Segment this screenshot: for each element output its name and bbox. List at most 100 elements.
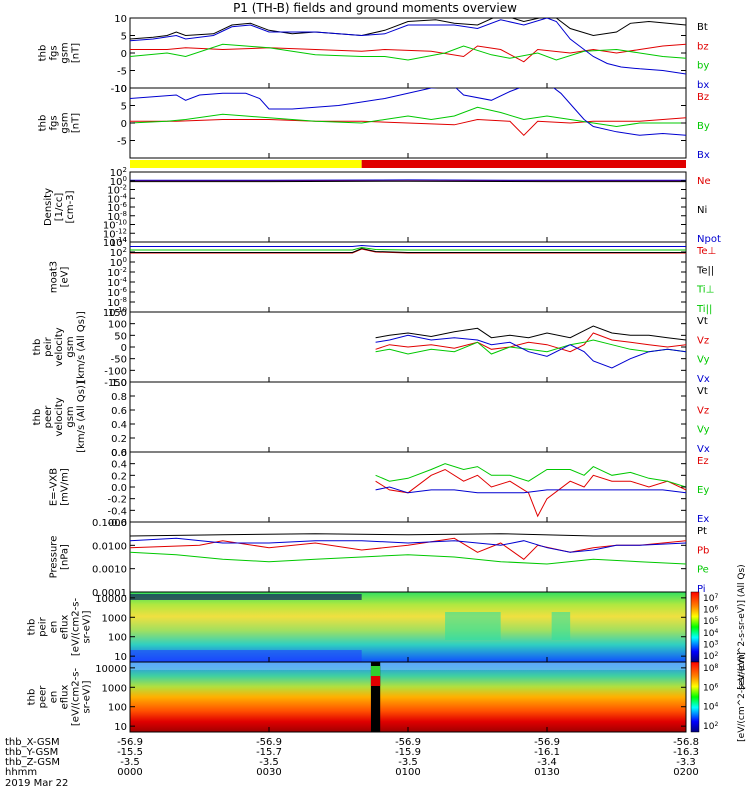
y-tick-label: 0.6 <box>111 406 127 417</box>
y-tick-label: 10-8 <box>107 296 127 309</box>
y-tick-label: 0 <box>121 343 127 354</box>
legend-Ni: Ni <box>697 205 707 216</box>
y-tick-label: 50 <box>114 331 127 342</box>
y-tick-label: -5 <box>117 67 127 78</box>
y-tick-label: 10-10 <box>103 306 127 319</box>
y-axis-label: velocity <box>54 397 65 436</box>
y-tick-label: 100 <box>108 703 127 714</box>
legend-Vz: Vz <box>697 405 709 416</box>
y-axis-label: sr-eV)] <box>82 680 93 713</box>
y-axis-label: [nT] <box>71 43 82 63</box>
electron-top-band <box>130 662 686 670</box>
y-tick-label: 0.6 <box>111 448 127 459</box>
y-axis-label: gsm <box>65 406 76 427</box>
y-axis-label: peir <box>43 336 54 356</box>
legend-by: by <box>697 61 709 72</box>
legend-By: By <box>697 121 710 132</box>
series-Pe <box>130 551 686 565</box>
series-Ti|| <box>130 244 686 247</box>
legend-Bz: Bz <box>697 92 709 103</box>
series-Te|| <box>130 247 686 253</box>
y-tick-label: -10 <box>111 84 127 95</box>
y-tick-label: 0.0100 <box>92 541 127 552</box>
panel-7: 0.60.40.20.0-0.2-0.4-0.6E=-VXB [mV/m]EzEy… <box>49 448 710 529</box>
colorbar-tick-label: 106 <box>703 682 718 693</box>
y-tick-label: 102 <box>110 246 127 259</box>
axis-row-value: -56.8 <box>673 737 699 748</box>
legend-Ex: Ex <box>697 514 709 525</box>
colorbar-tick-label: 107 <box>703 593 718 604</box>
legend-Vy: Vy <box>697 355 710 366</box>
y-tick-label: 0.4 <box>111 460 127 471</box>
y-axis-label: fgs <box>49 115 60 130</box>
panel-frame <box>129 17 687 89</box>
colorbar-scale <box>690 661 700 733</box>
legend-Pb: Pb <box>697 545 709 556</box>
axis-row-value: 0000 <box>117 767 142 778</box>
panel-frame <box>129 171 687 243</box>
y-tick-label: 5 <box>121 102 127 113</box>
y-axis-label: gsm <box>60 42 71 63</box>
series-By <box>130 106 686 128</box>
y-tick-label: 0.0 <box>111 483 127 494</box>
mode-bar-segment-1 <box>361 160 686 168</box>
legend-Vt: Vt <box>697 316 708 327</box>
series-bx <box>130 18 686 75</box>
y-tick-label: 0.2 <box>111 471 127 482</box>
y-tick-label: 100 <box>108 633 127 644</box>
y-axis-label: [mV/m] <box>60 468 71 506</box>
colorbar-tick-label: 102 <box>703 651 718 662</box>
y-tick-label: 1000 <box>102 683 127 694</box>
y-axis-label: peer <box>43 405 54 429</box>
colorbar-label: [eV/(cm^2-s-sr-eV)] <box>737 652 747 742</box>
mode-bar-segment-0 <box>130 160 362 168</box>
colorbar-label: [eV/(cm^2-s-sr-eV)] (All Qs) <box>737 564 747 689</box>
legend-Npot: Npot <box>697 234 721 245</box>
panel-2: 10 5 0 -5 thb fgs gsm [nT] Bz By Bx <box>38 84 710 161</box>
axis-row-label: thb_Z-GSM <box>5 757 60 768</box>
y-axis-label: peer <box>38 685 49 709</box>
panel-8: 0.1000 0.0100 0.0010 0.0001 Pressure [nPa] Pt P… <box>49 518 710 599</box>
y-tick-label: -5 <box>117 137 127 148</box>
axis-row-label: thb_X-GSM <box>5 737 60 748</box>
y-tick-label: -150 <box>104 378 127 389</box>
axis-row-label: thb_Y-GSM <box>5 747 58 758</box>
y-tick-label: 0.0010 <box>92 565 127 576</box>
y-axis-label: sr-eV)] <box>82 610 93 643</box>
series-by <box>130 43 686 61</box>
y-axis-label: Density <box>43 188 54 226</box>
y-axis-label: gsm <box>60 112 71 133</box>
panel-frame <box>129 521 687 593</box>
series-Vz <box>375 332 686 353</box>
y-tick-label: 150 <box>108 308 127 319</box>
y-axis-label: thb <box>27 619 38 636</box>
axis-row-value: -3.5 <box>398 757 418 768</box>
series-Bt <box>130 18 686 40</box>
series-Ti⊥ <box>130 246 686 251</box>
panel-10: 108 106 104 102 [eV/(cm^2-s-sr-eV)] 10000 1000… <box>27 652 748 742</box>
y-axis-label: thb <box>27 689 38 706</box>
series-Pb <box>130 537 686 560</box>
y-tick-label: 10-8 <box>107 210 127 223</box>
colorbar-scale <box>690 591 700 663</box>
y-axis-label: thb <box>38 115 49 132</box>
legend-Ti⊥: Ti⊥ <box>696 285 714 296</box>
y-axis-label: Pressure <box>49 536 60 579</box>
ion-dropout-2 <box>551 612 571 640</box>
y-axis-label: eflux <box>60 685 71 710</box>
legend-Pi: Pi <box>697 584 706 595</box>
y-tick-label: 10-4 <box>107 192 127 205</box>
electron-gap-red <box>370 676 381 686</box>
axis-row-value: -16.3 <box>673 747 699 758</box>
y-tick-label: 5 <box>121 32 127 43</box>
legend-Ey: Ey <box>697 485 709 496</box>
series-Pt <box>130 533 686 537</box>
y-tick-label: 10000 <box>95 594 127 605</box>
axis-row-value: 0030 <box>256 767 281 778</box>
series-Ez <box>375 468 686 518</box>
ion-low-energy-band <box>130 650 362 662</box>
legend-Vt: Vt <box>697 386 708 397</box>
